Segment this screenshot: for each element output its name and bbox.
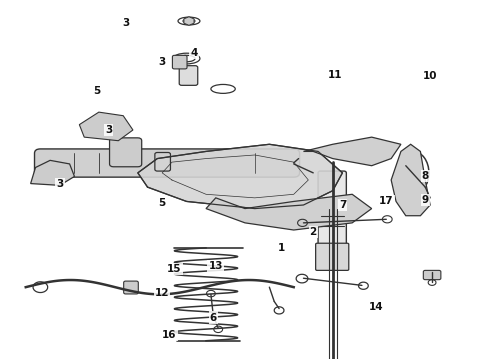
Text: 3: 3 bbox=[122, 18, 129, 28]
Text: 5: 5 bbox=[159, 198, 166, 208]
FancyBboxPatch shape bbox=[179, 66, 198, 85]
FancyBboxPatch shape bbox=[123, 281, 138, 294]
Text: 5: 5 bbox=[93, 86, 100, 96]
Text: 2: 2 bbox=[310, 227, 317, 237]
Text: 3: 3 bbox=[159, 57, 166, 67]
Polygon shape bbox=[303, 137, 401, 166]
Text: 17: 17 bbox=[379, 197, 393, 206]
Polygon shape bbox=[138, 144, 343, 208]
Text: 9: 9 bbox=[422, 195, 429, 204]
Text: 11: 11 bbox=[328, 69, 343, 80]
Text: 12: 12 bbox=[155, 288, 170, 297]
FancyBboxPatch shape bbox=[316, 243, 349, 270]
FancyBboxPatch shape bbox=[34, 149, 299, 177]
FancyBboxPatch shape bbox=[423, 270, 441, 280]
Text: 8: 8 bbox=[422, 171, 429, 181]
Text: 3: 3 bbox=[56, 179, 64, 189]
Text: 13: 13 bbox=[209, 261, 223, 271]
Polygon shape bbox=[206, 194, 372, 230]
Polygon shape bbox=[30, 160, 74, 185]
Text: 7: 7 bbox=[339, 200, 346, 210]
Text: 6: 6 bbox=[210, 312, 217, 323]
Polygon shape bbox=[391, 144, 430, 216]
Text: 1: 1 bbox=[278, 243, 285, 253]
Text: 4: 4 bbox=[190, 48, 197, 58]
Text: 16: 16 bbox=[162, 330, 177, 341]
Polygon shape bbox=[79, 112, 133, 141]
Text: 3: 3 bbox=[105, 125, 112, 135]
Text: 15: 15 bbox=[167, 264, 182, 274]
Text: 10: 10 bbox=[423, 71, 438, 81]
Text: 14: 14 bbox=[369, 302, 384, 312]
FancyBboxPatch shape bbox=[110, 138, 142, 167]
FancyBboxPatch shape bbox=[172, 55, 187, 69]
FancyBboxPatch shape bbox=[318, 171, 346, 253]
